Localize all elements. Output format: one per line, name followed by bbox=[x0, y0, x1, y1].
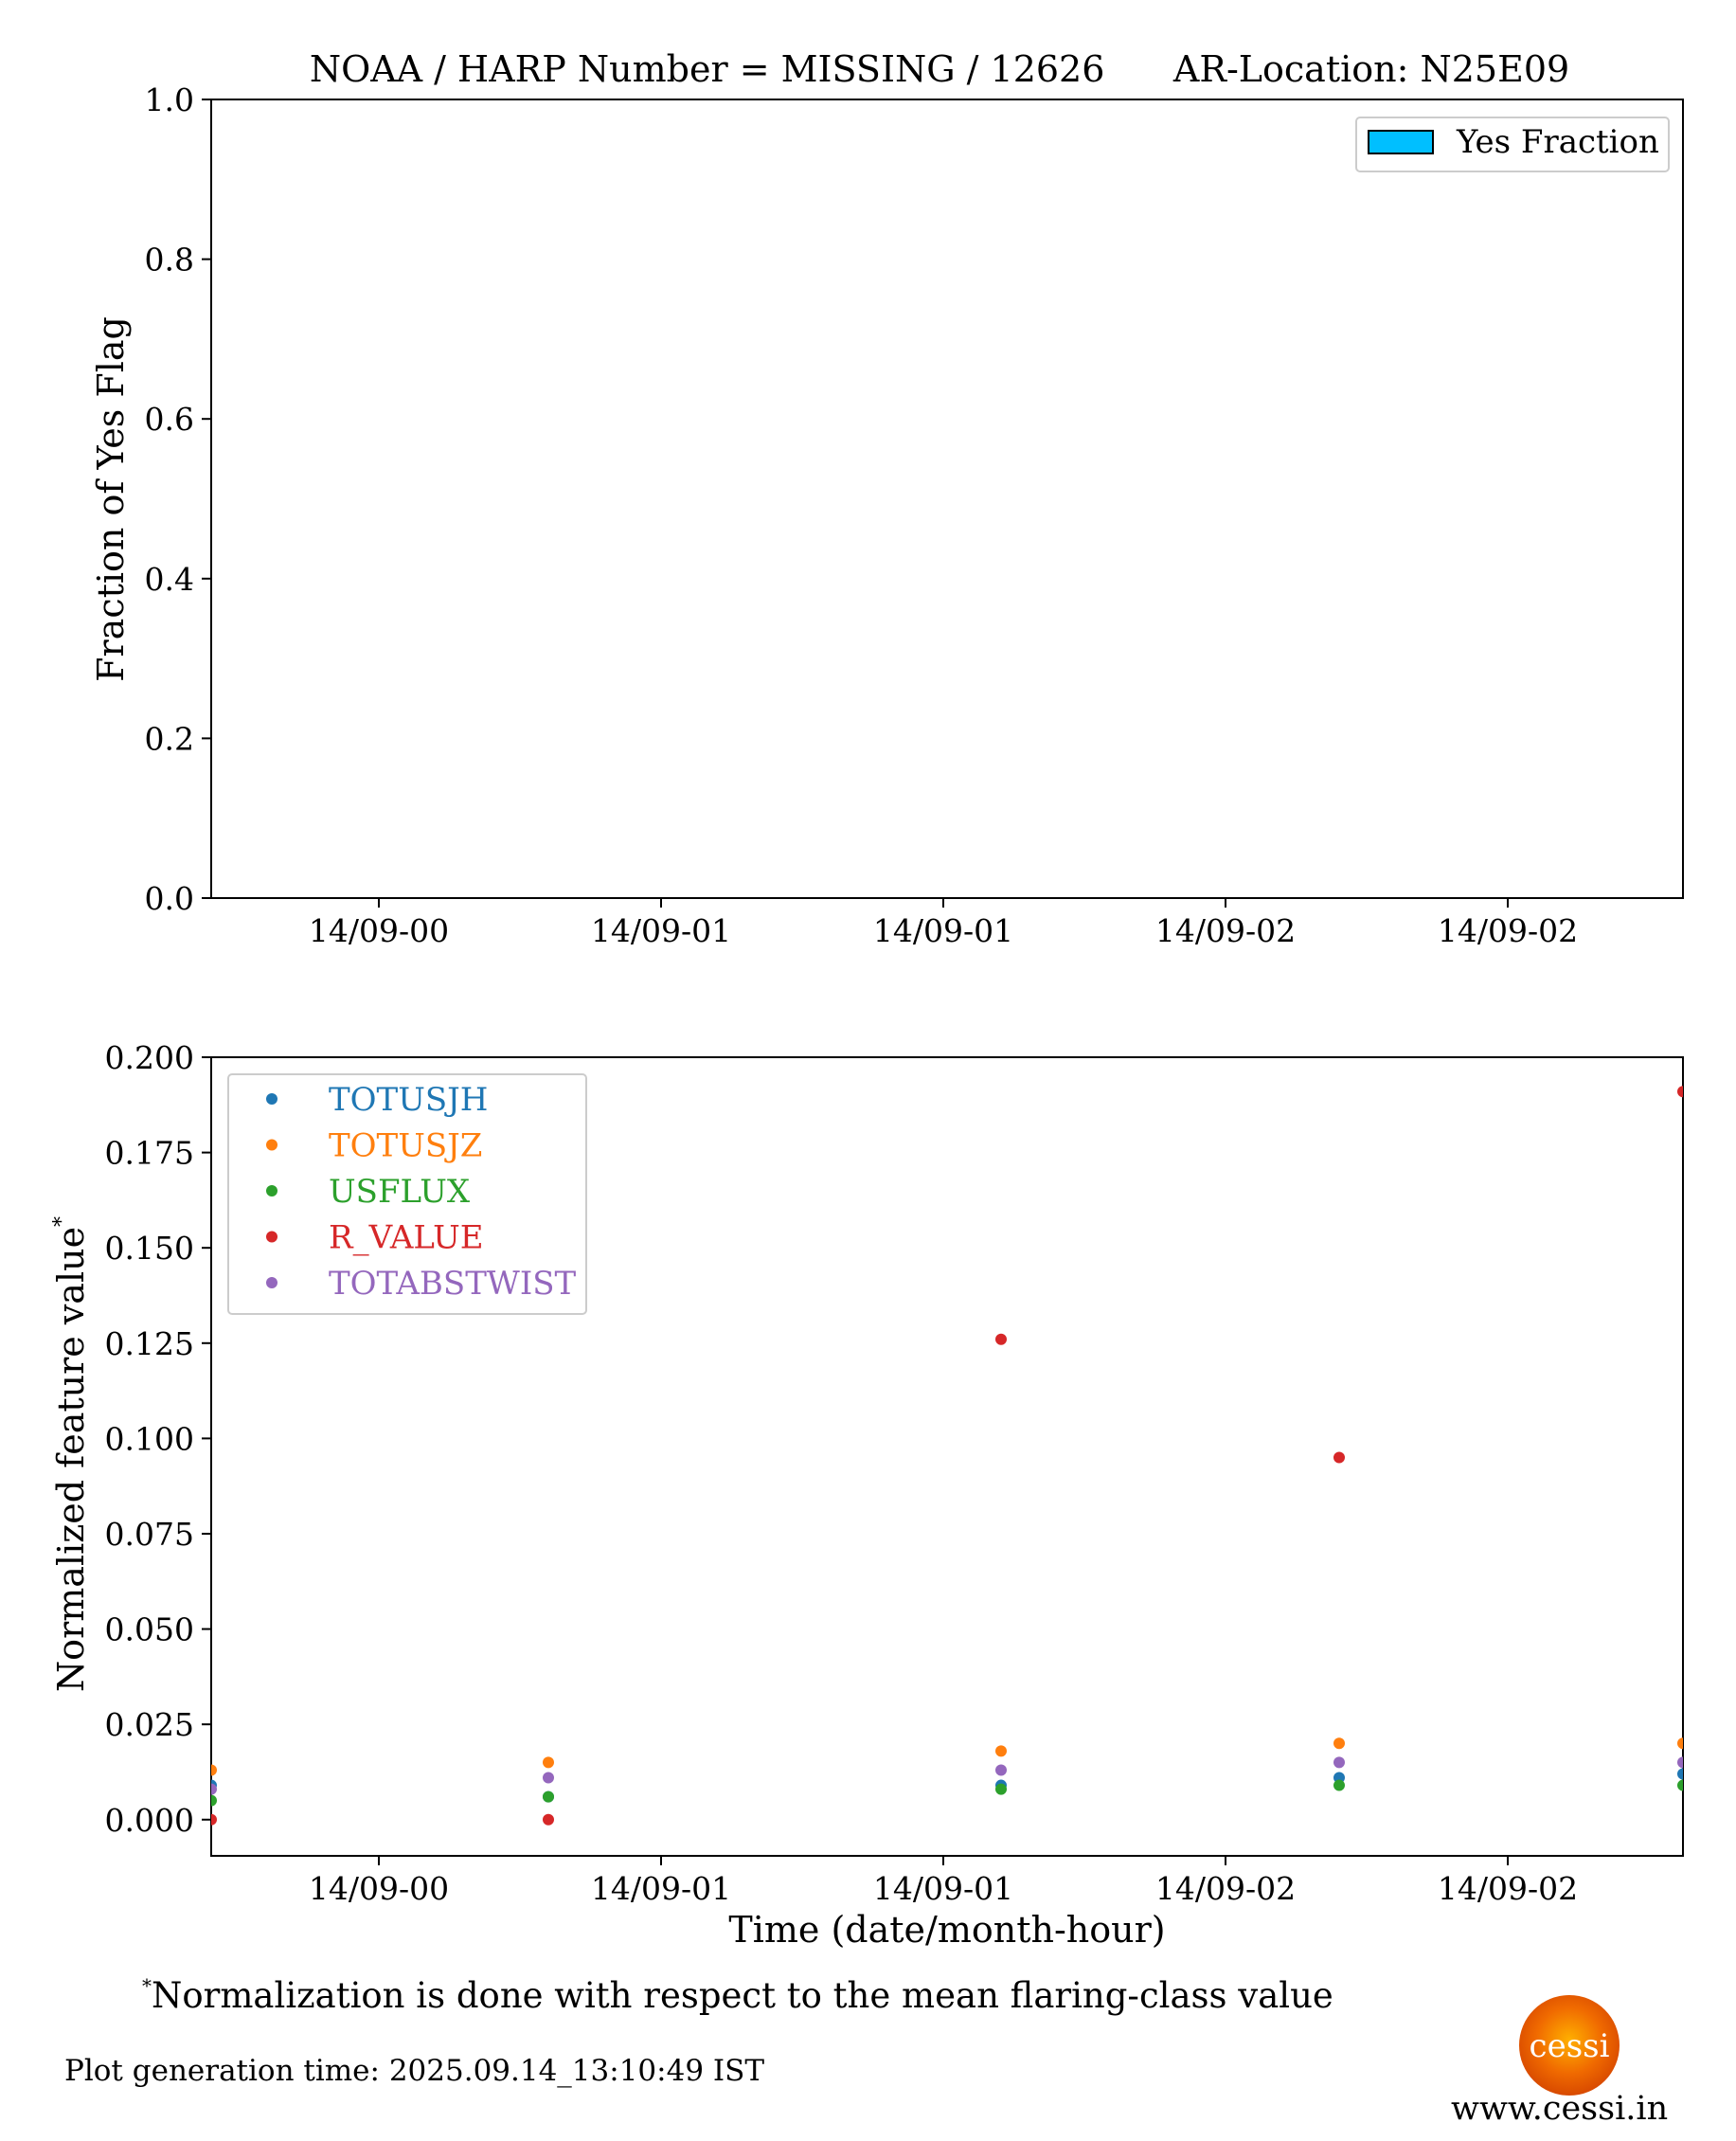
bottom-y-tick-label: 0.025 bbox=[105, 1706, 194, 1743]
bottom-y-axis-label: Normalized feature value* bbox=[50, 1216, 92, 1692]
bottom-y-tick-label: 0.050 bbox=[105, 1611, 194, 1648]
point-usflux bbox=[1333, 1779, 1345, 1791]
footnote-marker: * bbox=[142, 1974, 152, 1997]
generation-time: Plot generation time: 2025.09.14_13:10:4… bbox=[64, 2054, 765, 2088]
point-totabstwist bbox=[1677, 1756, 1683, 1769]
legend-label-totusjh: TOTUSJH bbox=[329, 1081, 488, 1119]
top-x-tick-label: 14/09-02 bbox=[1438, 912, 1578, 949]
point-r-value bbox=[1677, 1086, 1683, 1098]
point-totusjz bbox=[1677, 1737, 1683, 1750]
chart-title: NOAA / HARP Number = MISSING / 12626 AR-… bbox=[310, 48, 1569, 90]
top-x-tick-label: 14/09-00 bbox=[309, 912, 449, 949]
bottom-x-tick-label: 14/09-02 bbox=[1438, 1870, 1578, 1907]
point-r-value bbox=[211, 1813, 217, 1826]
point-r-value bbox=[995, 1333, 1007, 1345]
point-usflux bbox=[995, 1783, 1007, 1795]
legend-label-totabstwist: TOTABSTWIST bbox=[329, 1265, 577, 1303]
bottom-y-tick-label: 0.100 bbox=[105, 1420, 194, 1457]
point-usflux bbox=[543, 1790, 554, 1803]
legend-marker-r-value bbox=[266, 1231, 277, 1243]
top-y-tick-label: 0.4 bbox=[145, 561, 194, 598]
top-x-tick-label: 14/09-01 bbox=[591, 912, 731, 949]
top-y-axis-label: Fraction of Yes Flag bbox=[90, 316, 132, 682]
legend-marker-totusjh bbox=[266, 1093, 277, 1105]
top-y-tick-label: 0.0 bbox=[145, 880, 194, 917]
point-totabstwist bbox=[543, 1772, 554, 1784]
legend-marker-totusjz bbox=[266, 1139, 277, 1151]
top-y-tick-label: 0.6 bbox=[145, 401, 194, 438]
bottom-x-tick-label: 14/09-00 bbox=[309, 1870, 449, 1907]
top-y-tick-label: 0.2 bbox=[145, 720, 194, 757]
legend-label-usflux: USFLUX bbox=[329, 1173, 471, 1211]
bottom-legend: TOTUSJH TOTUSJZ USFLUX R_VALUE TOTABSTWIST bbox=[227, 1073, 587, 1315]
bottom-plot-area bbox=[210, 1056, 1684, 1857]
point-r-value bbox=[543, 1813, 554, 1826]
bottom-y-tick-label: 0.200 bbox=[105, 1039, 194, 1076]
point-totabstwist bbox=[995, 1764, 1007, 1776]
point-totusjz bbox=[995, 1745, 1007, 1757]
feature-scatter-chart: 0.000 0.025 0.050 0.075 0.100 0.125 0.150 0.175… bbox=[50, 1039, 1684, 1951]
yes-fraction-chart: NOAA / HARP Number = MISSING / 12626 AR-… bbox=[90, 48, 1684, 949]
footnote-text: Normalization is done with respect to th… bbox=[152, 1975, 1333, 2016]
legend-label-yes-fraction: Yes Fraction bbox=[1456, 123, 1659, 161]
point-usflux bbox=[1677, 1779, 1683, 1791]
top-legend: Yes Fraction bbox=[1355, 117, 1670, 172]
cessi-logo: cessi bbox=[1519, 1995, 1620, 2096]
bottom-y-tick-label: 0.000 bbox=[105, 1802, 194, 1839]
bottom-x-tick-label: 14/09-01 bbox=[591, 1870, 731, 1907]
legend-swatch-yes-fraction bbox=[1368, 130, 1434, 154]
logo-text: cessi bbox=[1530, 2027, 1610, 2065]
point-r-value bbox=[1333, 1451, 1345, 1464]
bottom-y-tick-label: 0.075 bbox=[105, 1516, 194, 1553]
sun-icon bbox=[1519, 1995, 1620, 2096]
bottom-y-tick-label: 0.125 bbox=[105, 1325, 194, 1362]
bottom-x-tick-label: 14/09-01 bbox=[873, 1870, 1013, 1907]
normalization-footnote: *Normalization is done with respect to t… bbox=[142, 1974, 1333, 2016]
point-totusjz bbox=[543, 1756, 554, 1769]
point-usflux bbox=[211, 1794, 217, 1807]
bottom-x-tick-label: 14/09-02 bbox=[1155, 1870, 1296, 1907]
top-y-tick-label: 1.0 bbox=[145, 81, 194, 118]
point-totusjz bbox=[1333, 1737, 1345, 1750]
legend-marker-usflux bbox=[266, 1185, 277, 1196]
bottom-y-tick-label: 0.175 bbox=[105, 1135, 194, 1172]
point-totusjz bbox=[211, 1764, 217, 1776]
legend-label-r-value: R_VALUE bbox=[329, 1219, 484, 1257]
point-totabstwist bbox=[1333, 1756, 1345, 1769]
legend-label-totusjz: TOTUSJZ bbox=[329, 1127, 482, 1165]
website-link[interactable]: www.cessi.in bbox=[1451, 2090, 1669, 2128]
bottom-x-axis-label: Time (date/month-hour) bbox=[728, 1909, 1165, 1951]
bottom-y-tick-label: 0.150 bbox=[105, 1230, 194, 1267]
top-plot-area bbox=[210, 99, 1684, 899]
point-totabstwist bbox=[211, 1783, 217, 1795]
point-totusjh bbox=[1677, 1768, 1683, 1780]
top-x-tick-label: 14/09-02 bbox=[1155, 912, 1296, 949]
top-y-tick-label: 0.8 bbox=[145, 242, 194, 279]
legend-marker-totabstwist bbox=[266, 1277, 277, 1288]
top-x-tick-label: 14/09-01 bbox=[873, 912, 1013, 949]
